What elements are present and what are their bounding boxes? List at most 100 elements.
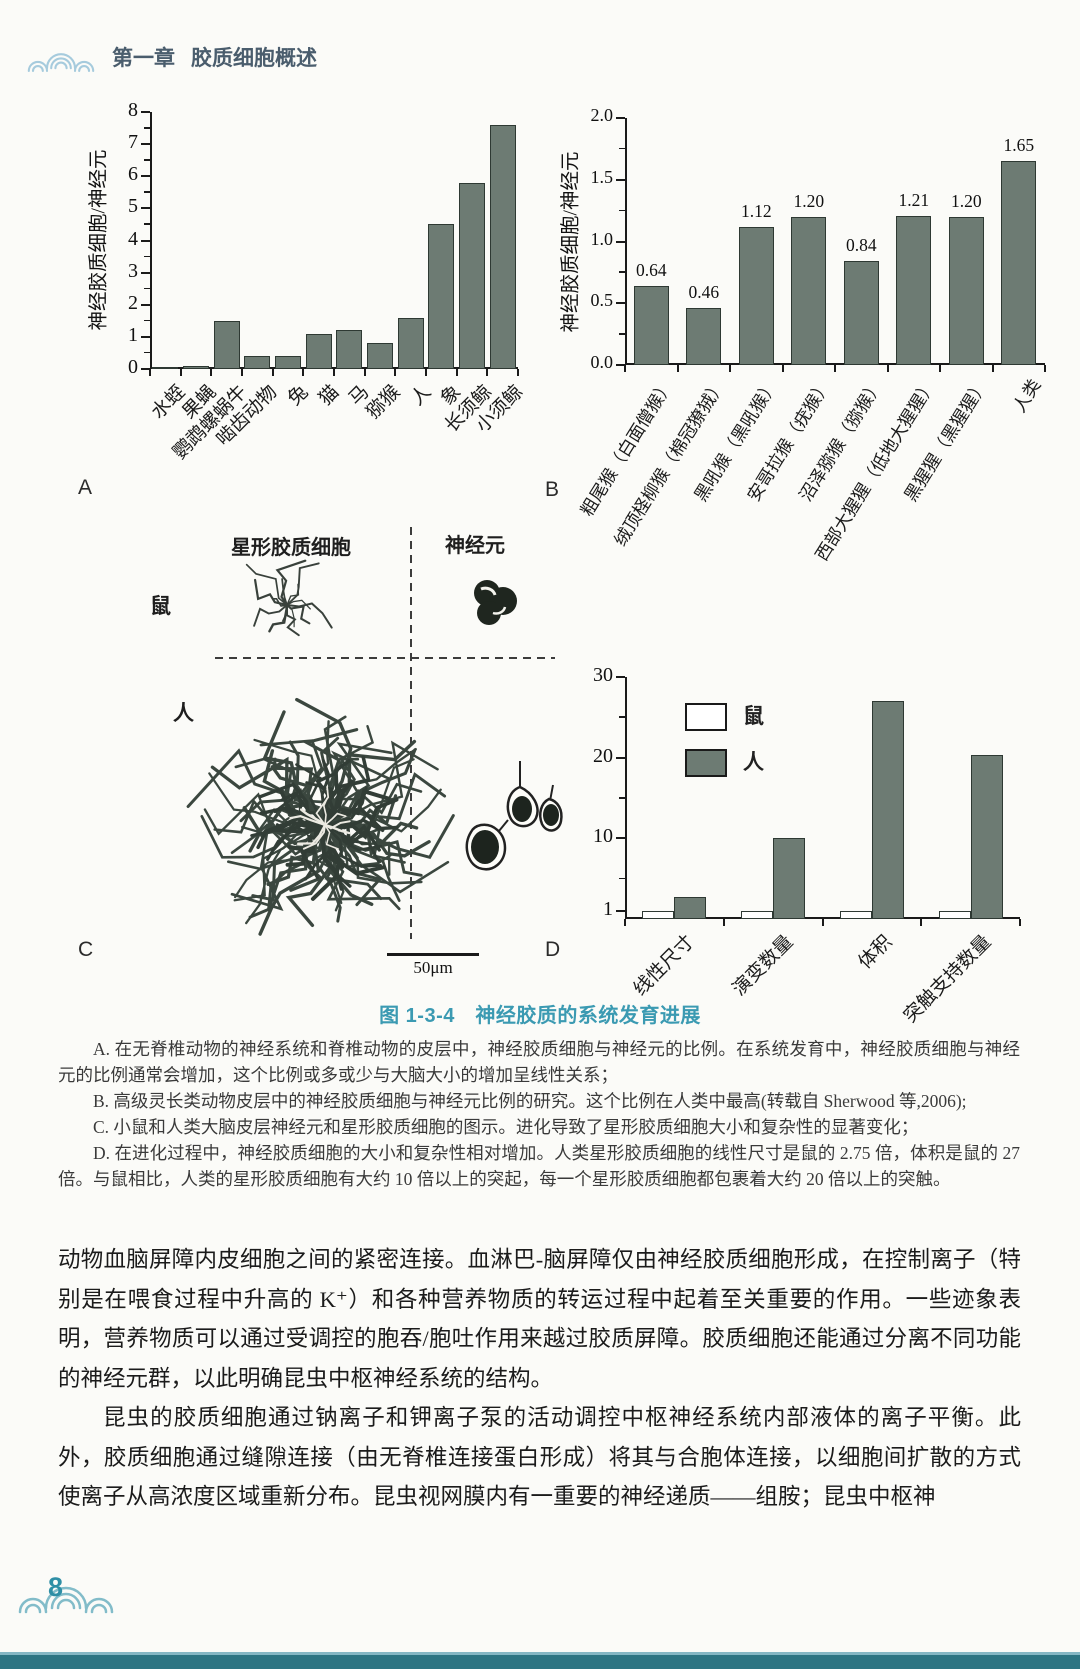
y-tick-label: 5 bbox=[128, 195, 138, 218]
y-tick bbox=[141, 111, 150, 113]
y-minor-tick bbox=[144, 255, 150, 258]
bar-人 bbox=[970, 755, 1003, 919]
bar-value-label: 1.21 bbox=[898, 189, 930, 210]
bar-value-label: 1.65 bbox=[1003, 135, 1035, 156]
bar bbox=[367, 343, 393, 369]
y-minor-tick bbox=[144, 159, 150, 161]
x-tick bbox=[271, 369, 274, 376]
bar bbox=[489, 124, 516, 369]
x-tick bbox=[886, 365, 889, 372]
bar-value-label: 0.64 bbox=[635, 259, 667, 280]
divider-horizontal bbox=[215, 657, 555, 659]
bar bbox=[1001, 161, 1037, 365]
bottom-strip bbox=[0, 1652, 1080, 1669]
y-tick bbox=[141, 303, 150, 306]
bar-value-label: 1.20 bbox=[793, 190, 825, 211]
divider-vertical bbox=[410, 527, 412, 939]
y-tick-label: 0.5 bbox=[590, 290, 614, 311]
y-minor-tick bbox=[144, 319, 150, 322]
x-tick bbox=[834, 365, 836, 372]
y-minor-tick bbox=[144, 127, 150, 129]
panel-label-a: A bbox=[78, 476, 93, 499]
scale-bar-label: 50μm bbox=[413, 958, 453, 977]
row-label-mouse: 鼠 bbox=[150, 595, 171, 618]
bar bbox=[791, 216, 827, 365]
chart-glia-neuron-ratio-primates: 0.0 0.5 1.0 1.5 2.0 0.64 粗尾猴（白面僧猴） 0.46 绒顶柽柳猴（棉冠… bbox=[540, 92, 1080, 652]
y-tick bbox=[616, 756, 625, 759]
panel-label-d: D bbox=[545, 938, 561, 961]
x-tick bbox=[722, 919, 725, 926]
x-category-label: 人类 bbox=[805, 374, 1045, 416]
column-header-neuron: 神经元 bbox=[445, 535, 505, 557]
y-tick-label: 3 bbox=[128, 259, 138, 282]
x-tick bbox=[991, 365, 994, 372]
y-tick bbox=[616, 178, 625, 181]
y-tick bbox=[141, 368, 150, 370]
bar-人 bbox=[871, 701, 904, 919]
figure-note-a: A. 在无脊椎动物的神经系统和脊椎动物的皮层中，神经胶质细胞与神经元的比例。在系… bbox=[58, 1039, 1020, 1085]
figure-note-b: B. 高级灵长类动物皮层中的神经胶质细胞与神经元比例的研究。这个比例在人类中最高… bbox=[93, 1091, 967, 1111]
y-tick-label: 1.0 bbox=[590, 228, 614, 249]
body-paragraph: 动物血脑屏障内皮细胞之间的紧密连接。血淋巴-脑屏障仅由神经胶质细胞形成，在控制离… bbox=[58, 1247, 1021, 1391]
x-tick bbox=[179, 369, 182, 376]
y-tick-label: 1 bbox=[603, 897, 613, 920]
y-axis-label: 神经胶质细胞/神经元 bbox=[88, 149, 110, 331]
axis bbox=[625, 677, 1020, 919]
figure-notes: A. 在无脊椎动物的神经系统和脊椎动物的皮层中，神经胶质细胞与神经元的比例。在系… bbox=[58, 1036, 1020, 1192]
chapter-label: 第一章 bbox=[112, 47, 175, 70]
bar bbox=[213, 320, 240, 369]
page-header: 第一章 胶质细胞概述 bbox=[26, 40, 317, 74]
panel-astrocyte-neuron-illustration: 星形胶质细胞 神经元 鼠 人 50μm bbox=[75, 505, 570, 993]
bar bbox=[738, 226, 774, 365]
bar bbox=[896, 215, 932, 365]
panel-label-c: C bbox=[78, 938, 94, 961]
x-tick bbox=[425, 369, 427, 376]
y-tick-label: 8 bbox=[128, 99, 138, 121]
x-tick bbox=[1044, 365, 1046, 372]
chart-mouse-human-comparison: 1 10 20 30 线性尺寸 演变数量 体积 突触支持数量鼠人 bbox=[540, 608, 1080, 1038]
chapter-title: 胶质细胞概述 bbox=[191, 47, 317, 70]
y-tick-label: 0 bbox=[128, 356, 138, 378]
bar-value-label: 1.12 bbox=[740, 200, 772, 221]
mouse-astrocyte-drawing bbox=[245, 559, 333, 637]
y-tick bbox=[616, 364, 625, 366]
mouse-neuron-drawing bbox=[474, 580, 517, 625]
y-tick-label: 0.0 bbox=[590, 352, 614, 372]
y-minor-tick bbox=[144, 287, 150, 290]
y-tick bbox=[616, 837, 625, 840]
y-tick-label: 30 bbox=[593, 664, 613, 686]
bar bbox=[843, 261, 879, 365]
legend-label: 鼠 bbox=[743, 705, 764, 728]
y-tick bbox=[141, 271, 150, 274]
x-tick bbox=[363, 369, 366, 376]
bar bbox=[336, 330, 363, 369]
x-tick bbox=[210, 369, 213, 376]
y-tick-label: 7 bbox=[128, 131, 138, 154]
y-minor-tick bbox=[144, 223, 150, 225]
bar bbox=[428, 224, 455, 369]
figure-note-c: C. 小鼠和人类大脑皮层神经元和星形胶质细胞的图示。进化导致了星形胶质细胞大小和… bbox=[93, 1117, 919, 1137]
y-tick bbox=[616, 240, 625, 243]
x-tick bbox=[939, 365, 941, 372]
legend-swatch bbox=[685, 703, 727, 731]
bar-value-label: 1.20 bbox=[950, 190, 982, 211]
bar bbox=[459, 182, 485, 369]
legend-label: 人 bbox=[743, 751, 764, 774]
chart-glia-neuron-ratio-species: 0 1 2 3 4 5 6 7 8 水蛭 果蝇 鹦鹉螺蜗牛 啮齿动物兔猫马猕猴人象长须鲸 小须鲸 神经胶质细… bbox=[70, 92, 535, 522]
y-minor-tick bbox=[619, 147, 625, 150]
panel-label-b: B bbox=[545, 478, 560, 501]
x-tick bbox=[333, 369, 335, 376]
x-tick bbox=[486, 369, 489, 376]
figure-note-d: D. 在进化过程中，神经胶质细胞的大小和复杂性相对增加。人类星形胶质细胞的线性尺… bbox=[58, 1143, 1020, 1189]
bar-人 bbox=[773, 838, 806, 919]
y-tick bbox=[616, 302, 625, 305]
x-tick bbox=[624, 365, 626, 372]
bar bbox=[183, 365, 209, 369]
body-text: 动物血脑屏障内皮细胞之间的紧密连接。血淋巴-脑屏障仅由神经胶质细胞形成，在控制离… bbox=[58, 1240, 1021, 1517]
legend-swatch bbox=[685, 749, 727, 777]
cloud-logo-icon bbox=[18, 1586, 114, 1614]
y-tick-label: 2.0 bbox=[590, 105, 614, 125]
bar bbox=[633, 285, 669, 365]
x-tick bbox=[729, 365, 731, 372]
y-minor-tick bbox=[619, 716, 625, 718]
